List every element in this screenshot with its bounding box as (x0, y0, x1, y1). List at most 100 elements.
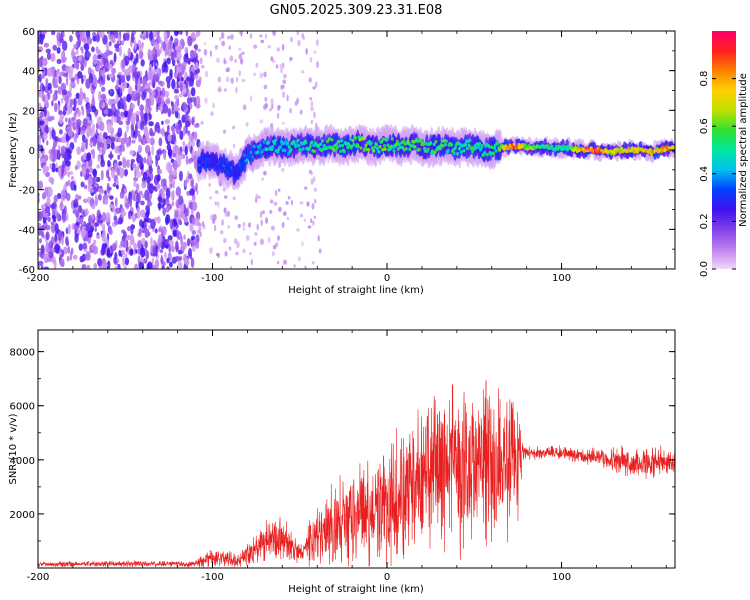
noise-speckle (286, 94, 289, 102)
noise-speckle (234, 215, 239, 221)
noise-blob (50, 242, 54, 249)
noise-speckle (260, 39, 265, 44)
noise-speckle (242, 248, 246, 254)
noise-blob (73, 97, 77, 109)
noise-speckle (303, 218, 307, 223)
noise-speckle (260, 238, 264, 246)
noise-speckle (254, 232, 258, 236)
noise-blob (196, 189, 199, 195)
noise-speckle (238, 69, 242, 77)
noise-speckle (282, 84, 285, 89)
track-core (258, 146, 262, 151)
noise-blob (148, 150, 151, 157)
track-core (464, 142, 468, 147)
noise-speckle (259, 72, 264, 79)
noise-blob (132, 212, 136, 221)
noise-blob (132, 163, 137, 169)
noise-speckle (277, 235, 280, 241)
noise-speckle (313, 187, 317, 192)
noise-blob (165, 213, 171, 224)
noise-blob (38, 222, 42, 228)
track-core (233, 176, 237, 181)
spectrogram-x-tick-label: 0 (384, 273, 390, 284)
track-core (301, 147, 305, 151)
noise-blob (147, 138, 152, 144)
noise-speckle (282, 91, 286, 98)
track-core (261, 148, 265, 153)
noise-blob (169, 68, 173, 77)
noise-blob (105, 212, 111, 223)
noise-blob (165, 76, 171, 83)
noise-blob (78, 204, 82, 213)
snr-series-line (38, 380, 675, 568)
track-core (271, 144, 275, 149)
noise-blob (98, 75, 104, 84)
track-core (375, 142, 379, 147)
noise-speckle (252, 72, 257, 77)
noise-blob (161, 87, 166, 98)
track-core (338, 143, 342, 148)
noise-speckle (220, 32, 225, 39)
noise-speckle (270, 56, 274, 62)
noise-speckle (261, 177, 264, 181)
noise-blob (138, 157, 144, 162)
noise-blob (162, 207, 166, 216)
noise-blob (171, 101, 175, 110)
noise-speckle (234, 58, 237, 64)
noise-blob (145, 107, 150, 114)
noise-blob (61, 40, 68, 52)
noise-blob (99, 121, 105, 132)
track-core (459, 150, 463, 154)
noise-blob (115, 109, 120, 117)
noise-blob (86, 106, 90, 117)
noise-blob (190, 87, 196, 97)
noise-blob (170, 36, 174, 42)
noise-blob (147, 261, 153, 269)
noise-blob (156, 35, 161, 44)
noise-blob (84, 96, 90, 103)
noise-blob (187, 35, 193, 47)
noise-blob (193, 96, 197, 107)
noise-blob (73, 111, 77, 121)
noise-blob (38, 134, 42, 146)
spectrogram-ticks: -200 -100 0 100 60 40 20 0 -20 -40 -60 (19, 27, 675, 284)
noise-blob (178, 150, 183, 156)
noise-blob (69, 35, 73, 42)
noise-blob (92, 53, 98, 65)
figure-title: GN05.2025.309.23.31.E08 (270, 3, 443, 18)
noise-blob (42, 67, 46, 77)
noise-blob (140, 257, 144, 263)
noise-blob (120, 111, 124, 117)
noise-blob (63, 205, 67, 215)
noise-speckle (293, 264, 296, 268)
noise-blob (70, 175, 75, 181)
noise-blob (117, 154, 120, 160)
noise-blob (167, 148, 173, 157)
track-core (223, 161, 227, 166)
noise-blob (191, 230, 197, 235)
noise-speckle (286, 216, 290, 221)
noise-blob (70, 180, 76, 191)
noise-blob (60, 97, 64, 104)
noise-blob (47, 186, 53, 197)
noise-speckle (208, 247, 213, 254)
colorbar-tick-label: 0.8 (699, 71, 710, 87)
noise-blob (42, 58, 46, 66)
noise-blob (126, 234, 131, 241)
noise-speckle (236, 76, 239, 83)
noise-blob (182, 125, 186, 137)
noise-blob (98, 142, 105, 148)
noise-blob (170, 191, 175, 201)
track-core (204, 153, 208, 158)
track-core (361, 136, 365, 141)
noise-speckle (270, 98, 274, 105)
colorbar-tick-label: 0.6 (699, 118, 710, 134)
noise-blob (50, 177, 55, 185)
noise-blob (67, 245, 71, 254)
noise-blob (175, 241, 179, 252)
noise-blob (190, 50, 194, 60)
track-core (310, 140, 314, 144)
noise-speckle (303, 186, 308, 190)
noise-blob (146, 88, 152, 94)
